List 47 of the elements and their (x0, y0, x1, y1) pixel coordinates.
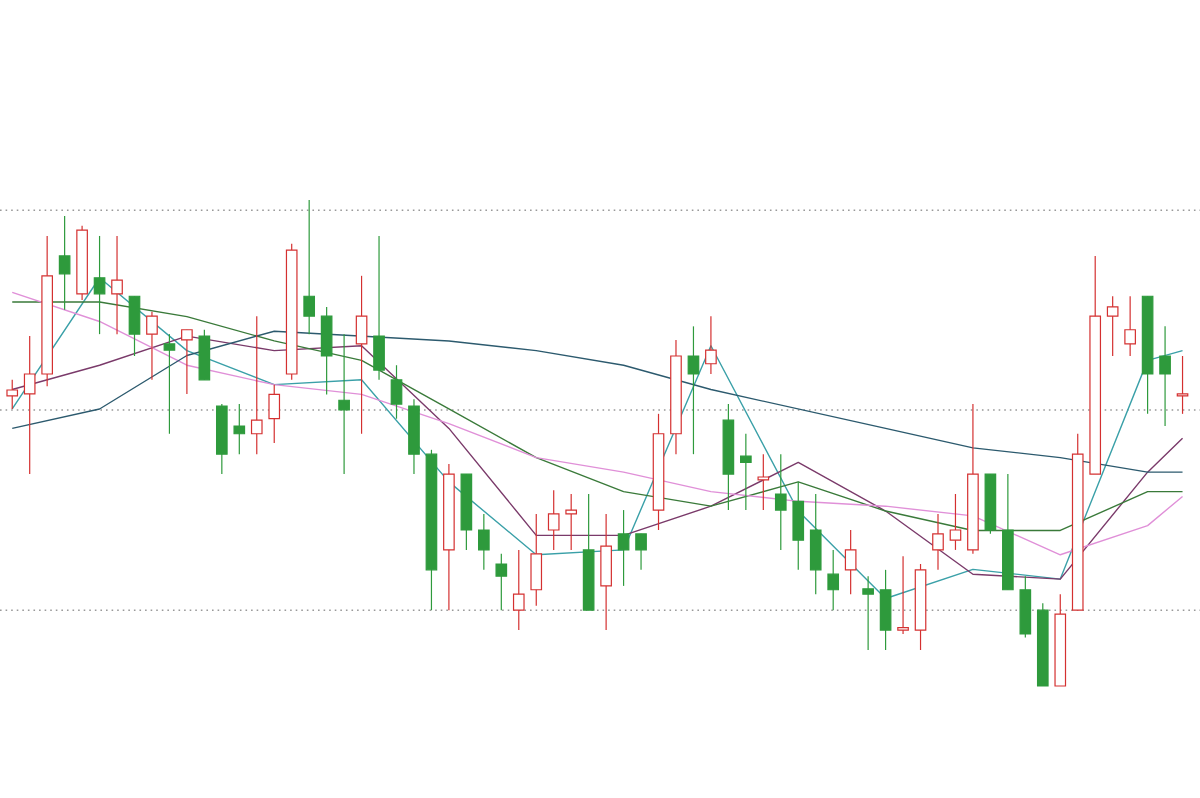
candlestick (181, 329, 193, 395)
candlestick (1124, 295, 1136, 357)
candlestick (355, 275, 368, 435)
candlestick (268, 384, 281, 444)
candlestick (530, 513, 543, 607)
candlestick (478, 513, 490, 571)
candlestick (250, 315, 263, 455)
candlestick (338, 333, 350, 475)
candlestick (6, 379, 19, 410)
candlestick (740, 433, 752, 511)
candlestick (809, 493, 822, 595)
candlestick (547, 489, 560, 551)
candlestick (949, 493, 962, 551)
candlestick (774, 453, 787, 551)
candlestick (862, 575, 874, 651)
candlestick (1019, 575, 1032, 638)
candlestick (879, 569, 892, 651)
candlestick (58, 215, 71, 311)
candlestick (128, 295, 141, 357)
candlestick (705, 315, 717, 375)
candlestick (146, 311, 158, 381)
candlestick (792, 481, 805, 571)
candlestick (600, 513, 612, 631)
candlestick (320, 306, 333, 395)
candlestick (1106, 295, 1119, 357)
candlestick (844, 529, 857, 595)
candlestick (93, 235, 106, 335)
candlestick (23, 335, 36, 475)
candlestick (495, 553, 508, 611)
candlestick (897, 555, 909, 635)
candlestick (198, 329, 211, 381)
candlestick (1176, 355, 1189, 415)
candlestick (565, 493, 578, 551)
candlestick (512, 549, 525, 631)
candlestick (303, 199, 316, 335)
candlestick (757, 453, 770, 511)
candlestick (635, 533, 647, 571)
candlestick (687, 325, 700, 455)
candlestick (163, 333, 176, 435)
candlestick (1159, 325, 1171, 427)
candlestick (373, 235, 385, 381)
candlestick (932, 513, 944, 571)
candlestick (827, 549, 840, 611)
candlestick (233, 403, 246, 455)
candlestick (111, 235, 123, 335)
candlestick (390, 364, 403, 420)
candlestick (617, 509, 630, 587)
